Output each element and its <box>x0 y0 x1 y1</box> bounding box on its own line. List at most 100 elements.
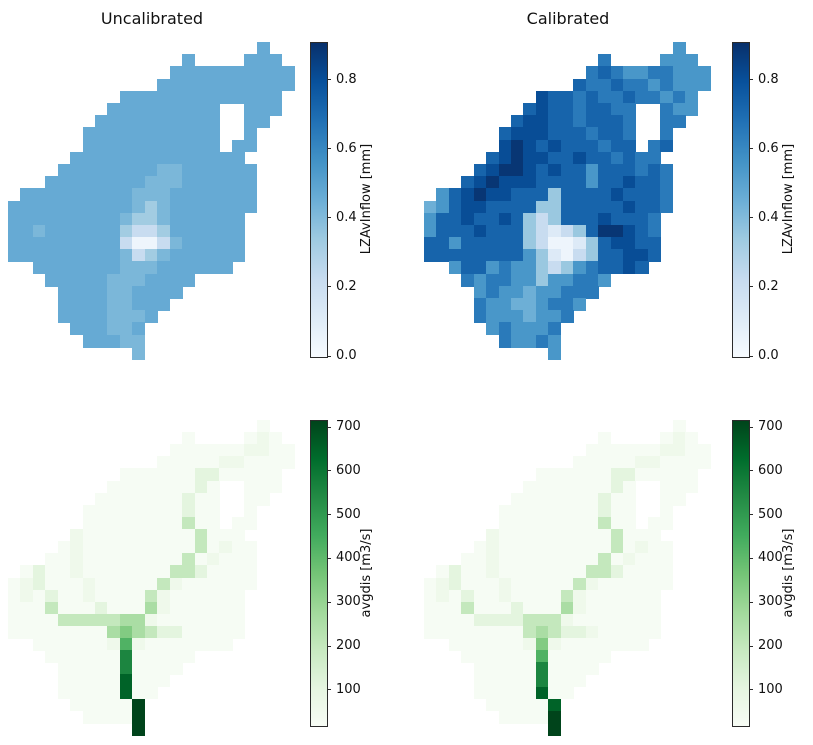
map-cell <box>194 212 208 226</box>
map-cell <box>8 625 22 639</box>
map-cell <box>107 577 121 591</box>
map-cell <box>523 674 537 688</box>
map-cell <box>132 224 146 238</box>
map-cell <box>585 601 599 615</box>
map-cell <box>560 468 574 482</box>
map-cell <box>535 163 550 177</box>
map-cell <box>672 66 686 80</box>
map-cell <box>523 310 537 324</box>
map-cell <box>622 516 637 530</box>
map-cell <box>560 516 574 530</box>
map-cell <box>535 529 550 542</box>
map-cell <box>473 188 487 202</box>
map-cell <box>560 151 574 165</box>
map-cell <box>523 698 537 712</box>
map-cell <box>244 115 258 129</box>
map-cell <box>119 589 134 603</box>
map-cell <box>231 237 245 250</box>
map-cell <box>585 90 599 104</box>
map-cell <box>206 188 221 202</box>
map-cell <box>107 115 121 129</box>
map-cell <box>523 102 537 116</box>
map-cell <box>219 90 233 104</box>
map-cell <box>598 444 612 458</box>
map-cell <box>182 66 196 80</box>
map-cell <box>82 516 96 530</box>
map-cell <box>647 237 661 250</box>
map-cell <box>157 224 171 238</box>
map-cell <box>119 163 134 177</box>
map-cell <box>498 322 512 336</box>
map-cell <box>95 577 109 591</box>
map-cell <box>573 163 587 177</box>
map-cell <box>194 151 208 165</box>
map-cell <box>119 468 134 482</box>
map-cell <box>473 638 487 651</box>
map-cell <box>182 565 196 579</box>
map-cell <box>219 565 233 579</box>
map-cell <box>573 78 587 92</box>
map-cell <box>157 285 171 299</box>
colorbar-tick-mark <box>327 79 331 81</box>
map-cell <box>585 650 599 663</box>
map-cell <box>70 565 84 579</box>
map-cell <box>144 625 158 639</box>
map-cell <box>231 553 245 567</box>
map-cell <box>585 589 599 603</box>
map-cell <box>70 212 84 226</box>
map-cell <box>132 468 146 482</box>
map-cell <box>70 176 84 189</box>
map-cell <box>511 601 525 615</box>
map-cell <box>219 529 233 542</box>
map-cell <box>498 163 512 177</box>
map-cell <box>219 237 233 250</box>
map-cell <box>256 90 270 104</box>
map-cell <box>585 102 599 116</box>
map-cell <box>486 698 500 712</box>
map-cell <box>635 638 649 651</box>
map-cell <box>219 589 233 603</box>
map-cell <box>169 139 183 153</box>
map-cell <box>231 139 245 153</box>
map-cell <box>231 224 245 238</box>
map-cell <box>82 674 96 688</box>
map-cell <box>144 237 158 250</box>
map-cell <box>498 273 512 287</box>
map-cell <box>182 188 196 202</box>
map-cell <box>598 650 612 663</box>
map-cell <box>57 577 71 591</box>
map-cell <box>560 686 574 700</box>
map-cell <box>182 444 196 458</box>
map-cell <box>95 115 109 129</box>
map-cell <box>523 285 537 299</box>
map-cell <box>281 66 295 80</box>
map-cell <box>144 310 158 324</box>
map-cell <box>95 310 109 324</box>
map-cell <box>610 224 624 238</box>
map-cell <box>231 444 245 458</box>
map-cell <box>635 625 649 639</box>
map-cell <box>45 212 59 226</box>
map-cell <box>473 650 487 663</box>
colorbar-tick-label: 300 <box>336 594 361 610</box>
map-cell <box>57 249 71 263</box>
map-cell <box>535 273 550 287</box>
map-cell <box>20 212 34 226</box>
map-cell <box>697 66 711 80</box>
map-cell <box>473 285 487 299</box>
map-cell <box>486 273 500 287</box>
map-cell <box>610 237 624 250</box>
map-cell <box>511 638 525 651</box>
map-cell <box>45 261 59 275</box>
map-cell <box>647 139 661 153</box>
map-cell <box>57 163 71 177</box>
map-cell <box>498 650 512 663</box>
map-cell <box>244 127 258 141</box>
map-cell <box>498 504 512 518</box>
map-cell <box>535 565 550 579</box>
map-cell <box>231 90 245 104</box>
map-cell <box>448 249 462 263</box>
map-cell <box>461 200 475 214</box>
panel-title-uncalibrated: Uncalibrated <box>100 9 204 28</box>
map-cell <box>436 200 450 214</box>
